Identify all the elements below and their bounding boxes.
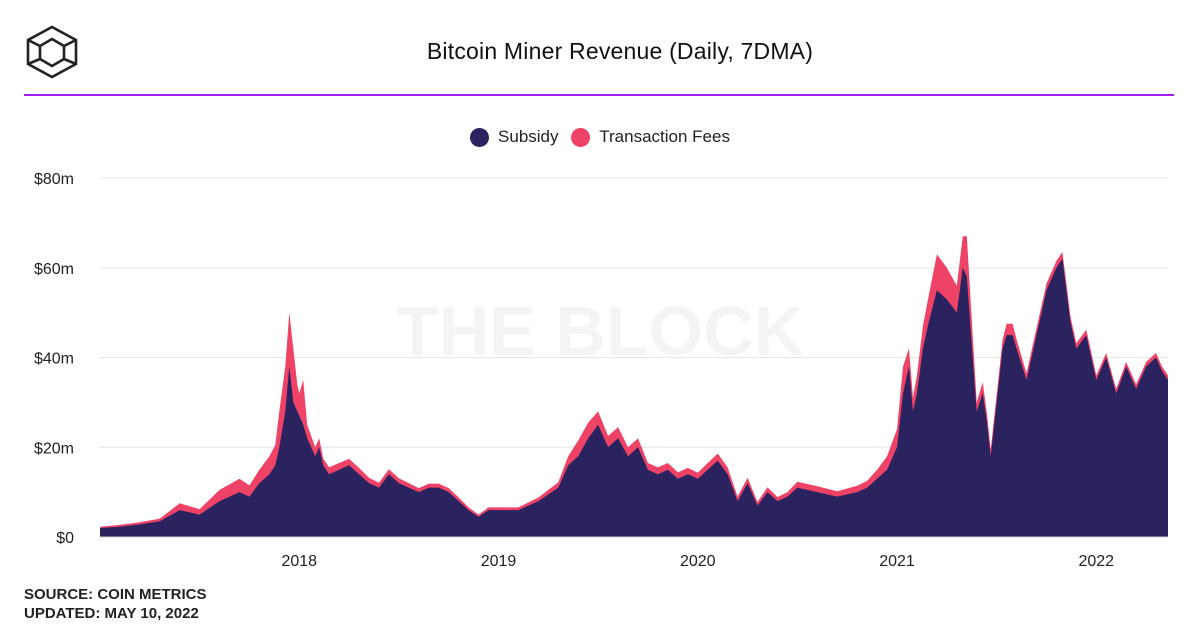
updated-note: UPDATED: MAY 10, 2022 <box>24 605 199 622</box>
the-block-logo-icon <box>26 25 78 79</box>
x-tick-label: 2019 <box>481 553 517 570</box>
x-tick-label: 2021 <box>879 553 915 570</box>
watermark: THE BLOCK <box>396 292 804 370</box>
x-tick-label: 2022 <box>1078 553 1114 570</box>
legend-label-subsidy: Subsidy <box>498 127 559 146</box>
y-tick-label: $20m <box>34 440 74 457</box>
y-tick-label: $80m <box>34 171 74 188</box>
source-note: SOURCE: COIN METRICS <box>24 586 207 603</box>
legend-label-fees: Transaction Fees <box>599 127 730 146</box>
header: Bitcoin Miner Revenue (Daily, 7DMA) <box>0 0 1200 96</box>
y-tick-label: $60m <box>34 261 74 278</box>
chart-plot: $0 $20m $40m $60m $80m THE BLOCK 2018 2019 2020 2… <box>34 171 1168 570</box>
legend-item-subsidy[interactable]: Subsidy <box>470 127 559 147</box>
x-tick-label: 2018 <box>281 553 317 570</box>
title-divider <box>24 94 1174 96</box>
series-area-subsidy <box>100 258 1168 537</box>
legend-swatch-fees <box>571 127 591 147</box>
y-tick-label: $40m <box>34 351 74 368</box>
chart-footer: SOURCE: COIN METRICS UPDATED: MAY 10, 20… <box>24 585 207 623</box>
chart-legend: Subsidy Transaction Fees <box>0 127 1200 152</box>
y-tick-label: $0 <box>56 530 74 547</box>
legend-swatch-subsidy <box>470 127 490 147</box>
chart-title: Bitcoin Miner Revenue (Daily, 7DMA) <box>426 38 814 64</box>
legend-item-transaction-fees[interactable]: Transaction Fees <box>571 127 730 147</box>
x-tick-label: 2020 <box>680 553 716 570</box>
